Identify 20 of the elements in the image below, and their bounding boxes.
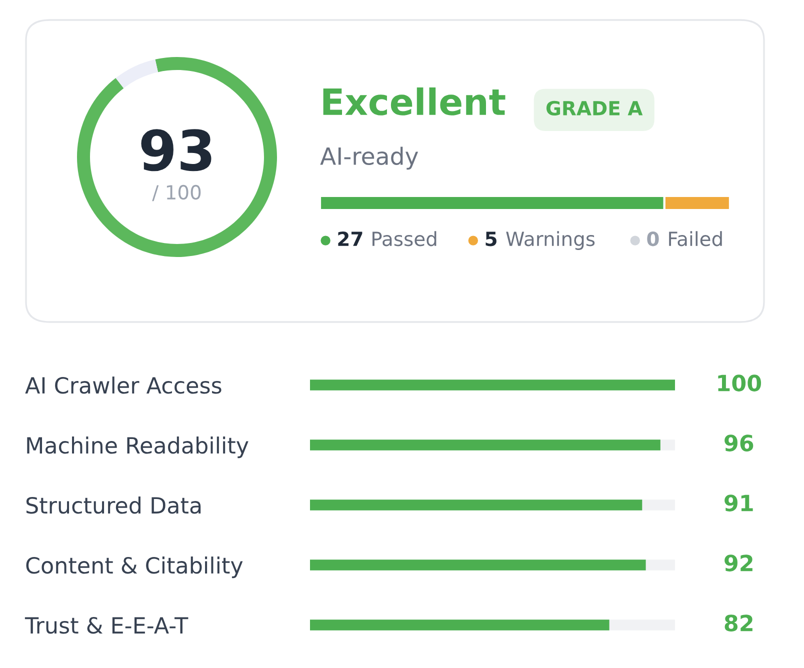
donut-slice bbox=[116, 59, 158, 88]
y-tick-label: Structured Data bbox=[26, 496, 201, 514]
legend-label: 5 Warnings bbox=[486, 231, 595, 250]
data-label: 96 bbox=[724, 434, 754, 452]
data-label: 100 bbox=[718, 374, 762, 392]
data-label: 92 bbox=[724, 554, 752, 572]
data-label: 91 bbox=[724, 494, 753, 512]
chart-title: Excellent bbox=[323, 87, 506, 116]
chart-subtitle: AI-ready bbox=[320, 146, 418, 170]
data-label: 82 bbox=[724, 614, 752, 632]
y-tick-label: AI Crawler Access bbox=[25, 376, 222, 394]
y-tick-label: Trust & E-E-A-T bbox=[24, 616, 188, 634]
legend-label: 0 Failed bbox=[647, 231, 722, 246]
text: 93 bbox=[141, 129, 212, 172]
y-tick-label: Machine Readability bbox=[27, 436, 248, 458]
y-tick-label: Content & Citability bbox=[26, 556, 243, 578]
donut-slice bbox=[77, 57, 277, 257]
text: / 100 bbox=[152, 184, 201, 202]
text: GRADE A bbox=[546, 100, 643, 116]
series-label: 27 Passed bbox=[338, 231, 436, 246]
